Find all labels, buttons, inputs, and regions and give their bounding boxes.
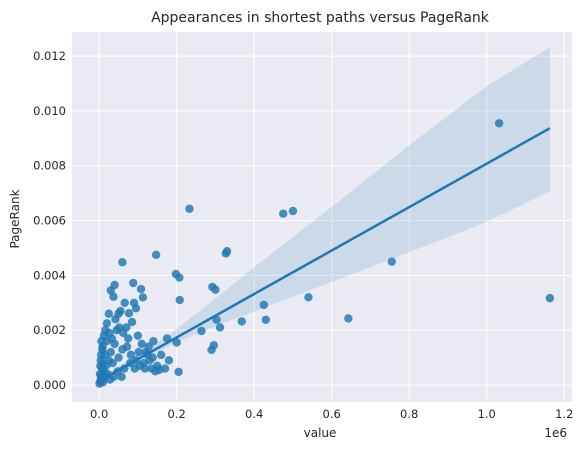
y-tick-label: 0.002	[33, 323, 66, 337]
scatter-point	[151, 367, 159, 375]
x-tick-label: 0.4	[245, 407, 263, 421]
y-axis-label: PageRank	[8, 189, 22, 248]
scatter-point	[134, 348, 142, 356]
x-tick-label: 0.2	[168, 407, 186, 421]
scatter-point	[185, 205, 193, 213]
y-tick-label: 0.000	[33, 378, 66, 392]
y-tick-label: 0.008	[33, 159, 66, 173]
scatter-point	[127, 351, 135, 359]
scatter-point	[161, 364, 169, 372]
scatter-point	[279, 210, 287, 218]
scatter-point	[111, 315, 119, 323]
scatter-point	[98, 342, 106, 350]
scatter-point	[105, 310, 113, 318]
x-axis-offset-label: 1e6	[544, 426, 567, 440]
y-tick-label: 0.006	[33, 214, 66, 228]
scatter-point	[344, 314, 352, 322]
x-axis-label: value	[304, 426, 337, 440]
scatter-point	[148, 353, 156, 361]
scatter-point	[546, 294, 554, 302]
chart-title: Appearances in shortest paths versus Pag…	[151, 10, 490, 26]
scatter-point	[208, 283, 216, 291]
scatter-point	[174, 368, 182, 376]
x-tick-label: 0.0	[90, 407, 108, 421]
scatter-point	[108, 334, 116, 342]
x-tick-label: 0.6	[323, 407, 341, 421]
scatter-point	[238, 317, 246, 325]
scatter-point	[262, 316, 270, 324]
scatter-point	[145, 342, 153, 350]
scatter-point	[388, 257, 396, 265]
scatter-point	[118, 258, 126, 266]
x-tick-label: 1.2	[555, 407, 573, 421]
x-tick-labels: 0.0 0.2 0.4 0.6 0.8 1.0 1.2	[90, 407, 573, 421]
scatter-point	[222, 249, 230, 257]
scatter-point	[152, 251, 160, 259]
scatter-point	[132, 304, 140, 312]
scatter-point	[107, 286, 115, 294]
scatter-point	[119, 329, 127, 337]
x-tick-label: 1.0	[478, 407, 496, 421]
scatter-point	[165, 356, 173, 364]
scatter-point	[304, 293, 312, 301]
scatter-point	[260, 301, 268, 309]
scatter-point	[207, 346, 215, 354]
y-tick-label: 0.010	[33, 104, 66, 118]
scatter-point	[157, 351, 165, 359]
scatter-point	[289, 207, 297, 215]
scatter-point	[96, 362, 104, 370]
scatter-point	[137, 285, 145, 293]
scatter-point	[139, 293, 147, 301]
scatter-point	[125, 309, 133, 317]
scatter-point	[495, 119, 503, 127]
scatter-point	[101, 326, 109, 334]
scatter-point	[129, 279, 137, 287]
x-tick-label: 0.8	[400, 407, 418, 421]
y-tick-labels: 0.000 0.002 0.004 0.006 0.008 0.010 0.012	[33, 49, 66, 392]
scatter-point	[176, 296, 184, 304]
scatter-point	[216, 323, 224, 331]
scatter-point	[141, 364, 149, 372]
scatter-point	[172, 270, 180, 278]
y-tick-label: 0.004	[33, 268, 66, 282]
scatter-point	[114, 353, 122, 361]
scatter-point	[117, 373, 125, 381]
scatter-point	[131, 364, 139, 372]
scatter-point	[121, 299, 129, 307]
scatter-point	[197, 327, 205, 335]
scatter-point	[134, 331, 142, 339]
scatter-point	[123, 342, 131, 350]
y-tick-label: 0.012	[33, 49, 66, 63]
